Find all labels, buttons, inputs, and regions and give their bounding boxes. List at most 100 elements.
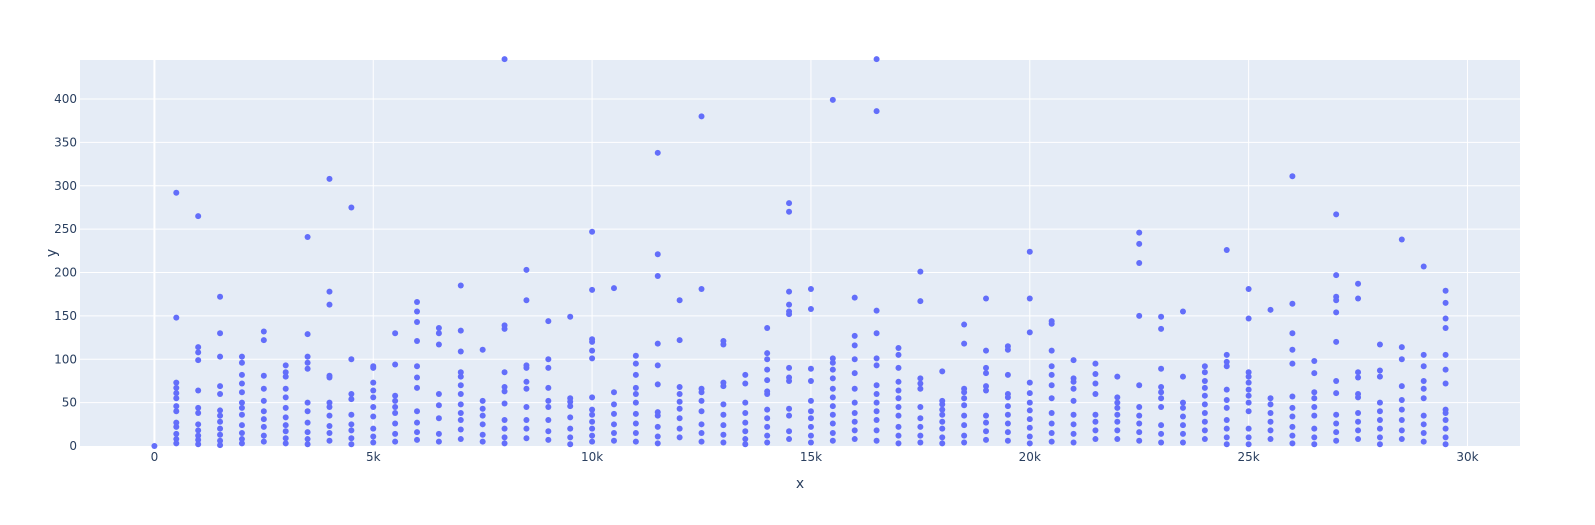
- data-point: [348, 356, 355, 363]
- data-point: [1223, 386, 1230, 393]
- data-point: [260, 432, 267, 439]
- data-point: [1026, 295, 1033, 302]
- data-point: [1070, 378, 1077, 385]
- data-point: [392, 330, 399, 337]
- data-point: [457, 416, 464, 423]
- data-point: [567, 398, 574, 405]
- data-point: [786, 288, 793, 295]
- data-point: [457, 436, 464, 443]
- data-point: [1376, 399, 1383, 406]
- data-point: [1048, 438, 1055, 445]
- data-point: [1333, 377, 1340, 384]
- data-point: [304, 436, 311, 443]
- data-point: [1004, 437, 1011, 444]
- data-point: [654, 412, 661, 419]
- data-point: [414, 318, 421, 325]
- data-point: [1289, 330, 1296, 337]
- data-point: [1114, 436, 1121, 443]
- data-point: [873, 108, 880, 115]
- data-point: [829, 375, 836, 382]
- data-point: [304, 353, 311, 360]
- data-point: [807, 415, 814, 422]
- data-point: [1376, 367, 1383, 374]
- data-point: [632, 429, 639, 436]
- data-point: [304, 331, 311, 338]
- data-point: [1289, 413, 1296, 420]
- data-point: [742, 441, 749, 448]
- data-point: [589, 418, 596, 425]
- data-point: [676, 415, 683, 422]
- data-point: [173, 419, 180, 426]
- data-point: [217, 412, 224, 419]
- data-point: [173, 395, 180, 402]
- data-point: [545, 397, 552, 404]
- data-point: [654, 433, 661, 440]
- data-point: [1420, 395, 1427, 402]
- data-point: [1376, 373, 1383, 380]
- data-point: [786, 200, 793, 207]
- data-point: [392, 403, 399, 410]
- data-point: [720, 401, 727, 408]
- data-point: [829, 385, 836, 392]
- data-point: [414, 384, 421, 391]
- x-axis-title: x: [796, 476, 804, 492]
- data-point: [545, 318, 552, 325]
- data-point: [260, 328, 267, 335]
- data-point: [238, 380, 245, 387]
- data-point: [589, 355, 596, 362]
- x-tick-label: 15k: [800, 450, 822, 464]
- data-point: [764, 366, 771, 373]
- data-point: [698, 438, 705, 445]
- data-point: [501, 56, 508, 63]
- data-point: [1420, 385, 1427, 392]
- data-point: [238, 411, 245, 418]
- data-point: [720, 383, 727, 390]
- data-point: [654, 440, 661, 447]
- data-point: [589, 411, 596, 418]
- data-point: [348, 441, 355, 448]
- data-point: [939, 418, 946, 425]
- data-point: [654, 423, 661, 430]
- data-point: [610, 421, 617, 428]
- data-point: [1179, 422, 1186, 429]
- data-point: [917, 385, 924, 392]
- data-point: [589, 432, 596, 439]
- data-point: [1267, 436, 1274, 443]
- data-point: [173, 423, 180, 430]
- data-point: [1026, 433, 1033, 440]
- data-point: [807, 377, 814, 384]
- data-point: [1136, 240, 1143, 247]
- data-point: [895, 440, 902, 447]
- data-point: [370, 433, 377, 440]
- data-point: [457, 426, 464, 433]
- data-point: [829, 411, 836, 418]
- data-point: [1136, 259, 1143, 266]
- data-point: [720, 431, 727, 438]
- data-point: [632, 438, 639, 445]
- data-point: [654, 362, 661, 369]
- data-point: [610, 410, 617, 417]
- data-point: [479, 412, 486, 419]
- data-point: [1048, 363, 1055, 370]
- data-point: [260, 438, 267, 445]
- data-point: [873, 382, 880, 389]
- data-point: [610, 437, 617, 444]
- data-point: [1289, 440, 1296, 447]
- data-point: [632, 371, 639, 378]
- data-point: [282, 428, 289, 435]
- data-point: [917, 298, 924, 305]
- data-point: [173, 314, 180, 321]
- data-point: [1004, 403, 1011, 410]
- y-tick-label: 200: [54, 266, 77, 280]
- data-point: [282, 440, 289, 447]
- data-point: [457, 373, 464, 380]
- data-point: [217, 330, 224, 337]
- data-point: [1179, 399, 1186, 406]
- data-point: [523, 425, 530, 432]
- data-point: [501, 384, 508, 391]
- data-point: [786, 428, 793, 435]
- data-point: [961, 395, 968, 402]
- data-point: [851, 356, 858, 363]
- data-point: [567, 434, 574, 441]
- data-point: [173, 379, 180, 386]
